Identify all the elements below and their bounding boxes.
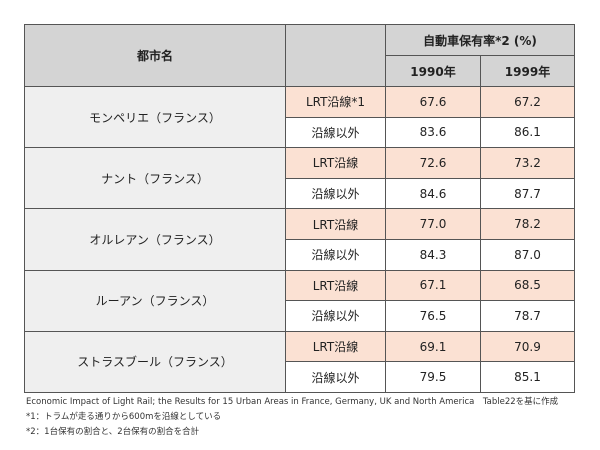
value-1990: 79.5: [385, 361, 481, 393]
category-lrt: LRT沿線: [285, 330, 386, 363]
city-name: ナント（フランス）: [24, 147, 286, 210]
value-1999: 86.1: [479, 116, 576, 149]
table-row-other: 沿線以外 76.5 78.7: [25, 300, 576, 332]
header-blank: [285, 24, 386, 87]
value-1999: 67.2: [479, 86, 576, 118]
table-row-lrt: オルレアン（フランス） LRT沿線 77.0 78.2: [24, 208, 576, 271]
value-1999: 87.7: [479, 177, 576, 210]
table-row-other: 沿線以外 84.6 87.7: [25, 177, 576, 210]
header-1999: 1999年: [479, 55, 576, 87]
category-lrt: LRT沿線*1: [285, 86, 386, 118]
footnote-2: *2：1台保有の割合と、2台保有の割合を合計: [26, 427, 200, 437]
value-1990: 67.6: [385, 86, 481, 118]
car-ownership-table: 都市名 自動車保有率*2 (%) 1990年 1999年 モンペリエ（フランス）…: [24, 24, 576, 393]
value-1990: 84.6: [385, 177, 481, 210]
table-row-lrt: モンペリエ（フランス） LRT沿線*1 67.6 67.2: [24, 85, 576, 149]
value-1990: 69.1: [385, 330, 481, 363]
category-other: 沿線以外: [285, 361, 386, 393]
header-city: 都市名: [24, 24, 286, 87]
value-1990: 83.6: [385, 116, 481, 149]
city-name: モンペリエ（フランス）: [24, 85, 286, 149]
category-other: 沿線以外: [285, 238, 386, 271]
value-1990: 77.0: [385, 208, 481, 240]
category-lrt: LRT沿線: [285, 208, 386, 240]
table-row-lrt: ストラスブール（フランス） LRT沿線 69.1 70.9: [24, 330, 576, 393]
value-1990: 67.1: [385, 269, 481, 302]
value-1999: 78.7: [479, 300, 576, 332]
value-1990: 72.6: [385, 147, 481, 179]
city-name: ストラスブール（フランス）: [24, 330, 286, 393]
value-1999: 73.2: [479, 147, 576, 179]
city-name: オルレアン（フランス）: [24, 208, 286, 271]
footnote-1: *1：トラムが走る通りから600mを沿線としている: [26, 412, 222, 422]
value-1990: 84.3: [385, 238, 481, 271]
header-1990: 1990年: [385, 55, 481, 87]
table-row-lrt: ナント（フランス） LRT沿線 72.6 73.2: [24, 147, 576, 210]
table-row-lrt: ルーアン（フランス） LRT沿線 67.1 68.5: [24, 269, 576, 332]
value-1990: 76.5: [385, 300, 481, 332]
category-lrt: LRT沿線: [285, 147, 386, 179]
table-row-other: 沿線以外 83.6 86.1: [25, 116, 576, 149]
value-1999: 87.0: [479, 238, 576, 271]
value-1999: 78.2: [479, 208, 576, 240]
value-1999: 85.1: [479, 361, 576, 393]
value-1999: 70.9: [479, 330, 576, 363]
category-other: 沿線以外: [285, 177, 386, 210]
city-name: ルーアン（フランス）: [24, 269, 286, 332]
source-note: Economic Impact of Light Rail; the Resul…: [26, 397, 559, 407]
notes: Economic Impact of Light Rail; the Resul…: [26, 395, 558, 440]
header-rate: 自動車保有率*2 (%): [384, 24, 576, 56]
category-lrt: LRT沿線: [285, 269, 386, 302]
table-row-other: 沿線以外 79.5 85.1: [25, 361, 576, 393]
category-other: 沿線以外: [285, 116, 386, 149]
category-other: 沿線以外: [285, 300, 386, 332]
table-row-other: 沿線以外 84.3 87.0: [25, 238, 576, 271]
value-1999: 68.5: [479, 269, 576, 302]
